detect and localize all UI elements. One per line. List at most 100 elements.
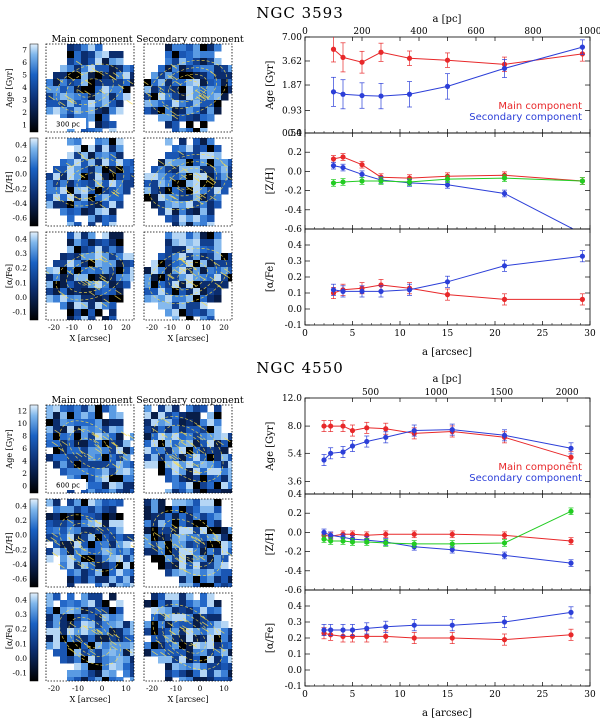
map-frame xyxy=(45,43,135,133)
isophote-contour xyxy=(86,646,94,651)
isophote-contour xyxy=(151,427,159,433)
isophote-contour xyxy=(182,617,190,623)
isophote-contour xyxy=(210,195,217,201)
isophote-contour xyxy=(88,265,96,271)
colorbar-tick-label: 6 xyxy=(22,444,27,453)
top-tick-label: 200 xyxy=(353,27,370,37)
isophote-contour xyxy=(170,620,206,654)
data-point-secondary xyxy=(411,622,417,628)
top-tick-label: 1500 xyxy=(490,388,513,398)
isophote-contour xyxy=(167,649,174,654)
isophote-contour xyxy=(77,427,85,433)
isophote-contour xyxy=(112,192,119,197)
galaxy-title-ngc3593: NGC 3593 xyxy=(256,4,344,22)
map-frame xyxy=(45,137,135,227)
y-tick-label: 0.1 xyxy=(288,289,302,299)
data-point-secondary xyxy=(449,622,455,628)
data-point-green xyxy=(579,178,586,184)
map-x-axis-label: X [arcsec] xyxy=(168,334,209,343)
colorbar-tick-label: 0.0 xyxy=(15,170,27,179)
series-layer xyxy=(321,606,574,646)
x-tick-label: 20 xyxy=(489,690,501,700)
colorbar-tick-label: 2 xyxy=(22,108,27,117)
data-point-main xyxy=(501,296,508,302)
isophote-contour xyxy=(170,110,177,116)
series-line-green xyxy=(333,177,583,184)
scale-bar-label: 300 pc xyxy=(56,121,80,129)
series-line-secondary xyxy=(323,531,572,564)
colorbar-tick-label: 8 xyxy=(22,431,27,440)
isophote-contour xyxy=(86,453,93,459)
map-frame xyxy=(143,404,233,494)
map-frame xyxy=(45,592,135,682)
isophote-contour xyxy=(99,274,106,279)
y-tick-label: 0.4 xyxy=(288,490,303,500)
map-field xyxy=(144,232,232,320)
isophote-contour xyxy=(96,629,103,634)
isophote-contour xyxy=(201,301,208,307)
isophote-contour xyxy=(213,648,221,654)
isophote-contour xyxy=(77,89,84,94)
isophote-contour xyxy=(78,546,86,551)
data-point-main xyxy=(330,46,337,52)
map-frame xyxy=(143,592,233,682)
legend-secondary: Secondary component xyxy=(469,112,582,123)
data-point-main xyxy=(378,49,384,55)
isophote-contour xyxy=(152,510,224,576)
x-tick-label: 5 xyxy=(350,690,356,700)
data-point-main xyxy=(444,57,451,63)
x-tick-label: 30 xyxy=(584,690,596,700)
isophote-contour xyxy=(64,94,72,100)
y-axis-label: [α/Fe] xyxy=(265,262,276,292)
y-tick-label: -0.2 xyxy=(285,548,302,558)
x-axis-label: a [arcsec] xyxy=(422,347,472,358)
data-point-main xyxy=(406,55,413,61)
data-point-main xyxy=(364,425,370,431)
map-grid-ngc4550: 0 2 4 6 8 10 12 Age [Gyr] 600 pc -0.6 -0.4 -0.2 0.0 0… xyxy=(5,404,233,704)
isophote-contour xyxy=(182,261,189,266)
isophote-contour xyxy=(98,89,106,95)
colorbar-tick-label: 0 xyxy=(22,482,27,491)
isophote-contour xyxy=(66,270,74,275)
top-tick-label: 600 xyxy=(467,27,484,37)
map-title-main: Main component xyxy=(51,34,132,45)
isophote-contour xyxy=(127,434,134,440)
colorbar-tick-label: 0.4 xyxy=(15,501,27,510)
isophote-contour xyxy=(94,520,101,525)
isophote-contour xyxy=(124,636,132,642)
map-field xyxy=(144,44,232,132)
y-axis-label: [α/Fe] xyxy=(265,623,276,653)
data-point-main xyxy=(340,633,346,640)
map-frame xyxy=(45,231,135,321)
map-field xyxy=(144,405,232,493)
y-tick-label: 8.0 xyxy=(288,422,303,432)
x-tick-label: 20 xyxy=(489,329,501,339)
series-layer xyxy=(321,420,574,466)
isophote-contour xyxy=(189,271,197,277)
isophote-contour xyxy=(46,538,50,542)
isophote-contour xyxy=(161,518,215,568)
data-point-secondary xyxy=(359,92,365,99)
data-point-main xyxy=(568,632,574,638)
colorbar-tick-label: 3 xyxy=(22,96,27,105)
data-point-main xyxy=(330,156,337,162)
y-tick-label: 0.2 xyxy=(288,273,302,283)
data-point-main xyxy=(383,426,389,432)
isophote-contour xyxy=(89,650,96,655)
isophote-contour xyxy=(199,615,207,620)
isophote-contour xyxy=(167,622,174,627)
isophote-contour xyxy=(162,104,170,110)
data-point-main xyxy=(321,423,327,429)
isophote-contour xyxy=(186,186,193,192)
data-point-main xyxy=(411,635,417,641)
isophote-contour xyxy=(81,156,88,161)
isophote-contour xyxy=(126,99,133,105)
isophote-contour xyxy=(161,433,168,438)
isophote-contour xyxy=(170,526,206,560)
colorbar-tick-label: -0.6 xyxy=(13,214,28,223)
isophote-contour xyxy=(197,539,205,545)
map-x-tick-label: 20 xyxy=(219,323,229,332)
isophote-contour xyxy=(91,629,98,635)
isophote-contour xyxy=(169,176,176,182)
map-x-tick-label: 0 xyxy=(100,684,105,693)
